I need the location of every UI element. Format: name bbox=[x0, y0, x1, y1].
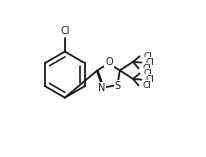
Text: N: N bbox=[98, 83, 105, 93]
Text: Cl: Cl bbox=[145, 58, 154, 67]
Text: Cl: Cl bbox=[144, 52, 152, 61]
Text: O: O bbox=[105, 57, 113, 68]
Text: Cl: Cl bbox=[145, 75, 154, 84]
Text: Cl: Cl bbox=[60, 26, 70, 36]
Text: S: S bbox=[115, 81, 121, 91]
Text: Cl: Cl bbox=[142, 81, 151, 90]
Text: Cl: Cl bbox=[142, 64, 151, 73]
Text: Cl: Cl bbox=[144, 69, 152, 78]
